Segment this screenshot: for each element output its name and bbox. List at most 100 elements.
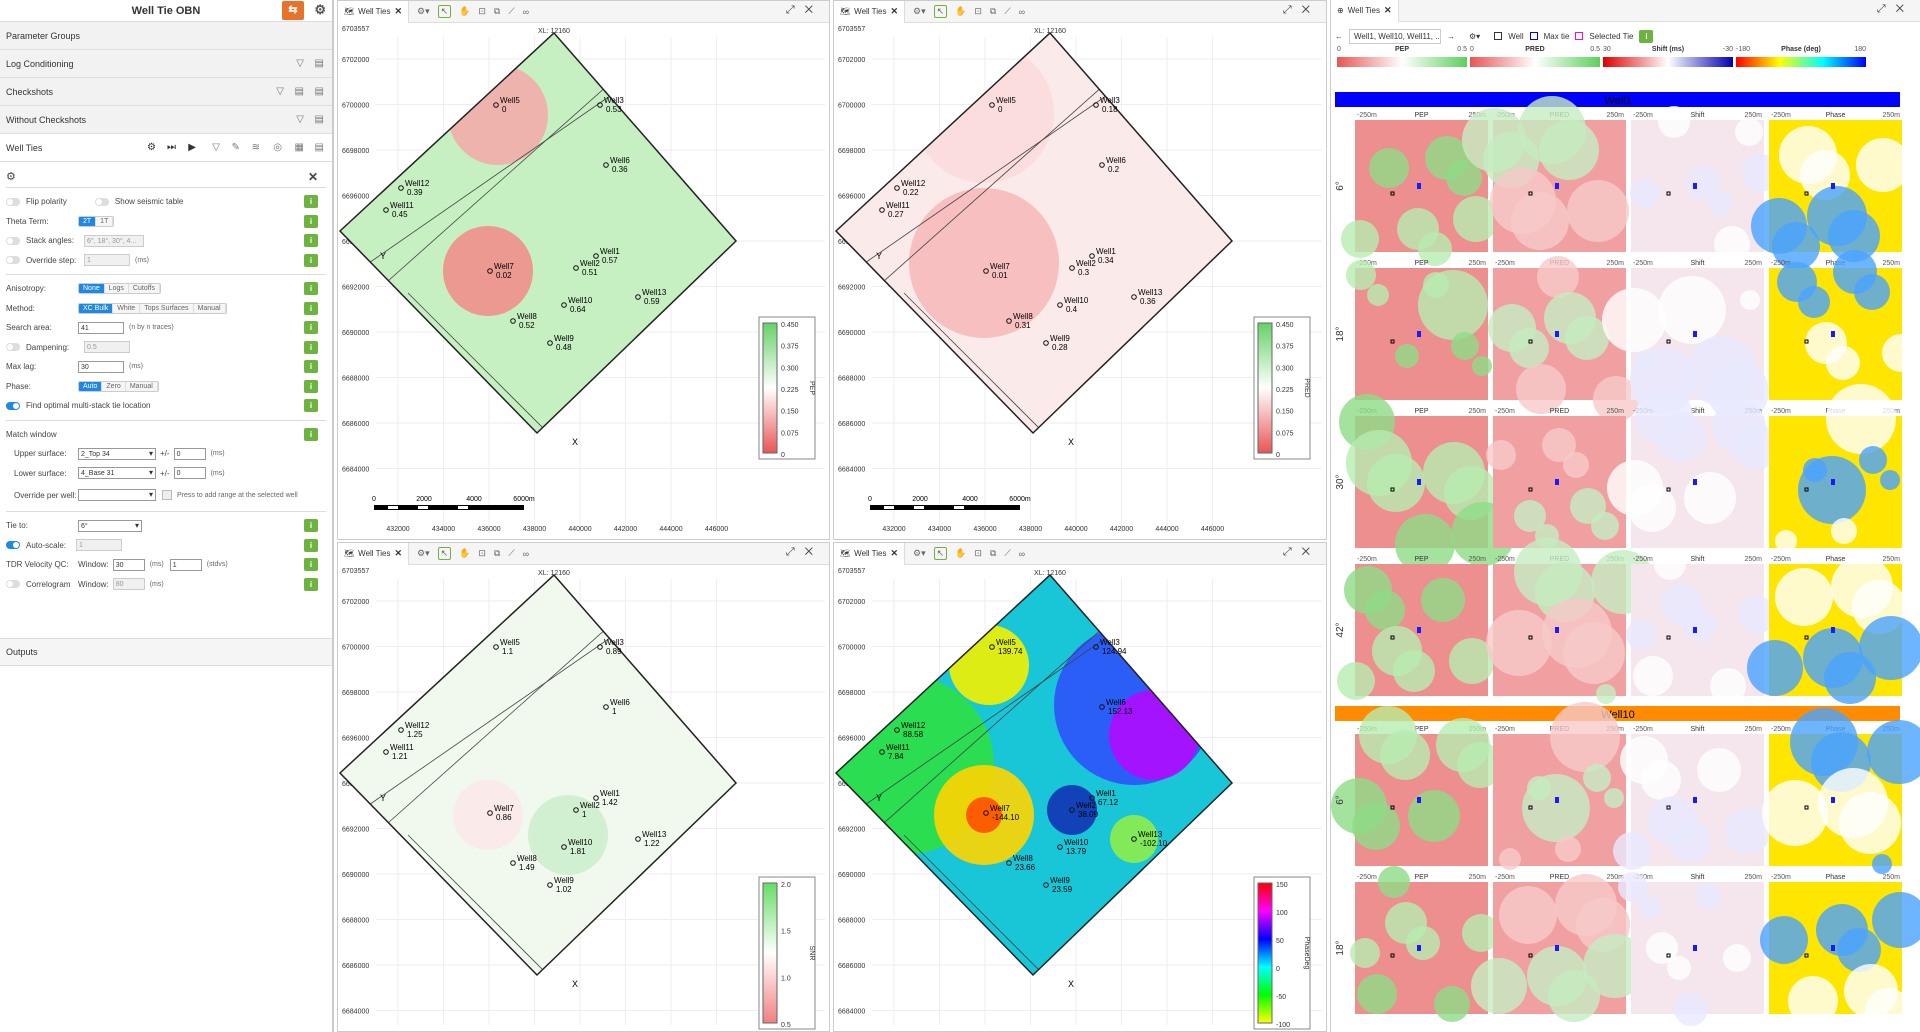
auto-scale-input[interactable]: 1 — [76, 539, 122, 552]
obn-icon[interactable]: ⇆ — [282, 1, 304, 20]
filter-icon[interactable]: ▽ — [296, 114, 304, 125]
settings-icon[interactable]: ⚙ — [6, 171, 16, 183]
anisotropy-cutoffs[interactable]: Cutoffs — [128, 284, 160, 294]
table-icon[interactable]: ▤ — [314, 142, 324, 153]
section-without-checkshots[interactable]: Without Checkshots ▽ ▤ — [0, 106, 332, 134]
tab-well-ties[interactable]: 🗺 Well Ties ✕ — [338, 0, 410, 23]
max-lag-input[interactable]: 30 — [78, 360, 124, 373]
arrow-left-icon[interactable]: ← — [1335, 31, 1343, 41]
info-icon[interactable]: i — [304, 301, 318, 315]
section-log-conditioning[interactable]: Log Conditioning ▽ ▤ — [0, 50, 332, 78]
method-manual[interactable]: Manual — [193, 303, 226, 313]
filter-icon[interactable]: ▽ — [296, 58, 304, 69]
link-icon[interactable]: ∞ — [1018, 6, 1026, 17]
dampening-input[interactable]: 0.5 — [84, 341, 130, 354]
settings-icon[interactable]: ⚙▾ — [1469, 31, 1481, 41]
link-icon[interactable]: ∞ — [522, 548, 530, 559]
override-step-toggle[interactable] — [6, 256, 20, 265]
theta-term-selector[interactable]: 2T 1T — [78, 215, 115, 227]
filter-icon[interactable]: ▽ — [276, 86, 284, 97]
find-optimal-toggle[interactable] — [6, 401, 20, 410]
layers-icon[interactable]: ⧉ — [493, 548, 501, 558]
theta-2t[interactable]: 2T — [79, 216, 97, 226]
lower-surface-select[interactable]: 4_Base 31 — [78, 467, 156, 480]
show-seismic-table-toggle[interactable] — [94, 197, 109, 206]
lower-offset-input[interactable]: 0 — [173, 467, 206, 480]
section-checkshots[interactable]: Checkshots ▽ ▤ ▤ — [0, 78, 332, 106]
info-icon[interactable]: i — [304, 340, 318, 354]
layers-icon[interactable]: ⧉ — [989, 548, 997, 558]
window-controls[interactable]: ⤢✕ — [785, 4, 823, 16]
info-icon[interactable]: i — [304, 427, 318, 441]
tab-well-ties[interactable]: 🗺 Well Ties ✕ — [834, 0, 906, 23]
stack-angles-input[interactable]: 6°, 18°, 30°, 4... — [84, 234, 144, 247]
info-icon[interactable]: i — [304, 577, 318, 591]
measure-icon[interactable]: ⟋ — [508, 6, 515, 16]
layers-icon[interactable]: ⧉ — [989, 6, 997, 16]
pan-icon[interactable]: ✋ — [459, 548, 471, 558]
stack-angles-toggle[interactable] — [6, 236, 20, 245]
pointer-icon[interactable]: ↖ — [933, 5, 948, 18]
info-icon[interactable]: i — [304, 399, 318, 413]
method-selector[interactable]: XC Bulk White Tops Surfaces Manual — [78, 302, 227, 314]
pred-map[interactable]: 6702000670000066980006696000669400066920… — [834, 23, 1326, 539]
tab-well-ties[interactable]: ⊕ Well Ties ✕ — [1331, 0, 1399, 22]
close-icon[interactable]: ✕ — [394, 6, 403, 16]
info-icon[interactable]: i — [304, 321, 318, 335]
phase-zero[interactable]: Zero — [102, 381, 126, 391]
window-controls[interactable]: ⤢✕ — [785, 546, 823, 558]
brush-icon[interactable]: ✎ — [231, 142, 240, 153]
info-icon[interactable]: i — [304, 214, 318, 228]
anisotropy-none[interactable]: None — [79, 284, 105, 294]
tab-well-ties[interactable]: 🗺 Well Ties ✕ — [834, 542, 906, 565]
phase-auto[interactable]: Auto — [79, 381, 103, 391]
pan-icon[interactable]: ✋ — [955, 548, 967, 558]
pointer-icon[interactable]: ↖ — [933, 547, 948, 560]
phase-map[interactable]: 6702000670000066980006696000669400066920… — [834, 565, 1326, 1031]
flip-polarity-toggle[interactable] — [6, 197, 20, 206]
wave-icon[interactable]: ≋ — [251, 142, 260, 153]
upper-offset-input[interactable]: 0 — [173, 447, 206, 460]
section-outputs[interactable]: Outputs — [0, 638, 332, 666]
snr-map[interactable]: 6702000670000066980006696000669400066920… — [338, 565, 829, 1031]
anisotropy-selector[interactable]: None Logs Cutoffs — [78, 283, 161, 295]
filter-icon[interactable]: ▽ — [212, 142, 220, 153]
zoom-icon[interactable]: ⊡ — [974, 548, 982, 558]
add-range-button[interactable] — [162, 490, 172, 500]
info-icon[interactable]: i — [304, 519, 318, 533]
settings-icon[interactable]: ⚙▾ — [417, 6, 430, 16]
measure-icon[interactable]: ⟋ — [1004, 6, 1011, 16]
search-area-input[interactable]: 41 — [78, 321, 124, 334]
phase-selector[interactable]: Auto Zero Manual — [78, 380, 159, 392]
arrow-right-icon[interactable]: → — [1447, 31, 1455, 41]
correlogram-window-input[interactable]: 80 — [112, 578, 145, 591]
tdr-window-input[interactable]: 30 — [112, 558, 145, 571]
close-icon[interactable]: ✕ — [307, 169, 318, 184]
well-selector[interactable]: Well1, Well10, Well11, ... — [1349, 28, 1441, 44]
info-icon[interactable]: i — [304, 379, 318, 393]
close-icon[interactable]: ✕ — [1384, 5, 1392, 15]
settings-icon[interactable]: ⚙▾ — [913, 6, 926, 16]
info-icon[interactable]: i — [304, 253, 318, 267]
window-controls[interactable]: ⤢✕ — [1282, 546, 1320, 558]
theta-1t[interactable]: 1T — [96, 216, 114, 226]
settings-icon[interactable]: ⚙▾ — [913, 548, 926, 558]
pan-icon[interactable]: ✋ — [955, 6, 967, 16]
upper-surface-select[interactable]: 2_Top 34 — [78, 447, 156, 460]
settings-icon[interactable]: ⚙▾ — [417, 548, 430, 558]
anisotropy-logs[interactable]: Logs — [104, 284, 129, 294]
table-icon[interactable]: ▤ — [314, 114, 324, 125]
play-icon[interactable]: ▶ — [188, 142, 196, 153]
info-icon[interactable]: i — [304, 360, 318, 374]
section-well-ties[interactable]: Well Ties ⚙ ⏭ ▶ ▽ ✎ ≋ ◎ ▦ ▤ — [0, 134, 332, 162]
method-white[interactable]: White — [113, 303, 141, 313]
phase-manual[interactable]: Manual — [125, 381, 158, 391]
zoom-icon[interactable]: ⊡ — [478, 6, 486, 16]
link-icon[interactable]: ∞ — [1018, 548, 1026, 559]
layers-icon[interactable]: ⧉ — [493, 6, 501, 16]
method-tops-surfaces[interactable]: Tops Surfaces — [140, 303, 194, 313]
tab-well-ties[interactable]: 🗺 Well Ties ✕ — [338, 542, 410, 565]
method-xc-bulk[interactable]: XC Bulk — [79, 303, 114, 313]
close-icon[interactable]: ✕ — [890, 6, 899, 16]
close-icon[interactable]: ✕ — [890, 548, 899, 558]
